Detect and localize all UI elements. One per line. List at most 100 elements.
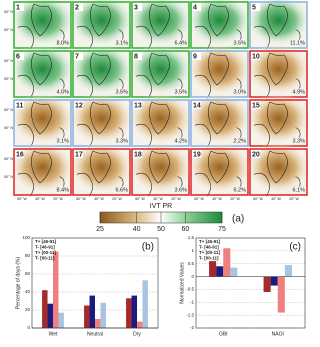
bar [58,312,64,328]
panel-number: 20 [252,151,260,158]
lon-label: 20° W [171,197,181,201]
panel-percent: 6.4% [174,40,187,46]
x-tick-label: Neutral [87,331,103,337]
coastline [194,3,242,50]
y-tick-label: -2 [190,325,194,330]
colorbar-tick-label: 40 [133,226,141,233]
map-panel: 1 8.0% [11,0,74,50]
panel-number-box [133,52,142,60]
colorbar-tick-label: 75 [218,226,226,233]
panel-number: 1 [16,4,20,11]
coastline [194,52,242,99]
bar [89,295,95,328]
bar [131,295,137,328]
lat-label: 60° N [4,59,13,63]
lat-label: 60° N [4,108,13,112]
panel-number: 18 [134,151,142,158]
coastline [17,52,65,99]
map-field [129,142,192,193]
lon-label: 40° W [153,197,163,201]
lon-label: 60° W [17,197,27,201]
map-panel: 18 3.6% [129,142,192,197]
panel-percent: 4.9% [292,89,305,95]
legend-entry: T- [00-11] [35,256,55,261]
panel-number: 19 [193,151,201,158]
bar [142,280,148,328]
map-panel: 15 3.3% [247,93,310,148]
panel-number-box [15,150,24,158]
panel-number: 9 [193,53,197,60]
legend-entry: T+ [00-11] [35,250,56,255]
map-field [70,93,133,144]
lon-label: 20° W [289,197,299,201]
y-tick-label: -0.5 [186,287,194,292]
coastline [76,150,124,197]
panel-number: 14 [193,102,201,109]
plot-frame [31,237,159,329]
panel-percent: 4.0% [56,89,69,95]
lon-label: 60° W [194,197,204,201]
map-field [11,44,74,95]
panel-percent: 3.3% [115,138,128,144]
panel-percent: 3.1% [115,40,128,46]
y-tick-label: 100 [22,235,30,240]
panel-number-box [74,52,83,60]
map-panel: 16 8.4% [11,142,74,197]
coastline [194,150,242,197]
map-panel: 7 3.5% [70,44,133,99]
panel-percent: 6.6% [115,187,128,193]
map-panel: 19 6.2% [188,142,251,197]
bar [47,303,53,328]
lon-label: 40° W [94,197,104,201]
panel-number: 16 [16,151,24,158]
x-tick-label: GBI [219,331,228,337]
panel-number-box [251,3,260,11]
panel-label: (b) [142,242,154,253]
x-tick-label: Dry [133,331,141,337]
legend-entry: T- [46-91] [199,245,219,250]
y-tick-label: 40 [25,289,31,294]
bar [230,267,238,277]
panel-number-box [133,150,142,158]
panel-percent: 3.0% [233,89,246,95]
map-field [70,0,133,46]
panel-number-box [74,101,83,109]
map-panel: 11 3.1% [11,93,74,148]
panel-number: 17 [75,151,83,158]
bar [137,321,143,328]
panel-number: 4 [193,4,197,11]
coastline [17,3,65,50]
map-panel: 4 3.5% [188,0,251,50]
map-panel: 3 6.4% [129,0,192,50]
map-panel: 10 4.9% [247,44,310,99]
colorbar-tick-label: 60 [182,226,190,233]
lat-label: 60° N [4,157,13,161]
y-tick-label: 1.5 [188,235,195,240]
panel-number-box [192,150,201,158]
bar [53,251,59,328]
coastline [135,101,183,148]
x-tick-label: Wet [49,331,58,337]
panel-number-box [15,3,24,11]
bar [216,266,224,277]
panel-percent: 3.5% [174,89,187,95]
panel-number-box [251,150,260,158]
panel-percent: 3.3% [292,138,305,144]
bar [100,302,106,328]
map-panel: 14 2.2% [188,93,251,148]
map-panel: 9 3.0% [188,44,251,99]
coastline [194,101,242,148]
panel-percent: 3.5% [115,89,128,95]
bar [209,261,217,277]
map-panel: 13 4.2% [129,93,192,148]
y-tick-label: 1 [191,248,194,253]
coastline [135,52,183,99]
panel-number: 13 [134,102,142,109]
panel-number: 11 [16,102,24,109]
panel-number: 12 [75,102,83,109]
map-field [188,142,251,193]
bar [263,276,271,292]
panel-number-box [15,52,24,60]
legend-entry: T- [00-11] [199,256,219,261]
y-tick-label: 80 [25,253,31,258]
